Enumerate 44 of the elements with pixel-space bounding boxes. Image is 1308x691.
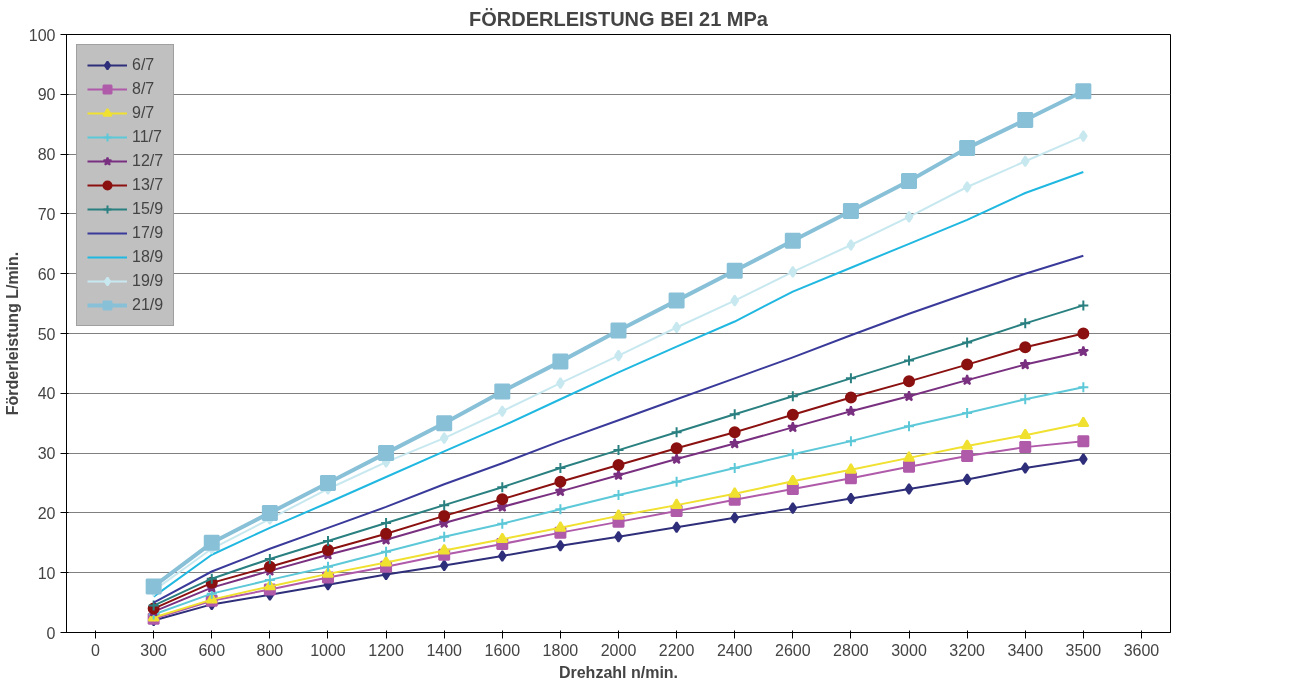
x-tick-label: 3000 — [891, 641, 927, 659]
y-tick-label: 70 — [37, 205, 56, 223]
x-tick-label: 300 — [140, 641, 168, 659]
y-tick-label: 20 — [37, 504, 56, 522]
x-tick-label: 1600 — [484, 641, 521, 659]
y-tick-label: 60 — [37, 265, 56, 283]
legend-label: 8/7 — [132, 80, 155, 98]
x-tick-label: 1200 — [368, 641, 404, 659]
x-tick-label: 2600 — [775, 641, 811, 659]
y-tick-label: 90 — [37, 86, 56, 104]
y-tick-label: 100 — [28, 26, 56, 44]
legend-label: 17/9 — [132, 224, 164, 242]
x-tick-label: 600 — [198, 641, 226, 659]
x-tick-label: 2200 — [658, 641, 695, 659]
y-axis-title: Förderleistung L/min. — [3, 251, 21, 416]
x-tick-label: 1800 — [542, 641, 579, 659]
legend-label: 15/9 — [132, 200, 164, 218]
legend-label: 19/9 — [132, 272, 164, 290]
x-tick-label: 3200 — [949, 641, 986, 659]
legend-label: 9/7 — [132, 104, 155, 122]
legend-label: 21/9 — [132, 296, 164, 314]
x-tick-label: 2800 — [833, 641, 869, 659]
legend-label: 6/7 — [132, 56, 155, 74]
y-tick-label: 40 — [37, 385, 56, 403]
x-tick-label: 3400 — [1007, 641, 1044, 659]
x-tick-label: 800 — [256, 641, 284, 659]
y-tick-label: 0 — [46, 624, 56, 642]
y-tick-label: 30 — [37, 445, 56, 463]
legend-label: 13/7 — [132, 176, 164, 194]
x-tick-label: 0 — [91, 641, 101, 659]
y-tick-label: 80 — [37, 146, 56, 164]
legend-label: 11/7 — [132, 128, 162, 146]
y-tick-label: 50 — [37, 325, 56, 343]
chart-title: FÖRDERLEISTUNG BEI 21 MPa — [469, 7, 769, 30]
y-tick-label: 10 — [37, 564, 56, 582]
x-axis-title: Drehzahl n/min. — [558, 663, 679, 681]
x-tick-label: 3600 — [1123, 641, 1160, 659]
legend-label: 18/9 — [132, 248, 164, 266]
legend-label: 12/7 — [132, 152, 164, 170]
x-tick-label: 2400 — [716, 641, 753, 659]
x-tick-label: 1000 — [310, 641, 346, 659]
x-tick-label: 1400 — [426, 641, 463, 659]
x-tick-label: 3500 — [1065, 641, 1102, 659]
x-tick-label: 2000 — [600, 641, 637, 659]
